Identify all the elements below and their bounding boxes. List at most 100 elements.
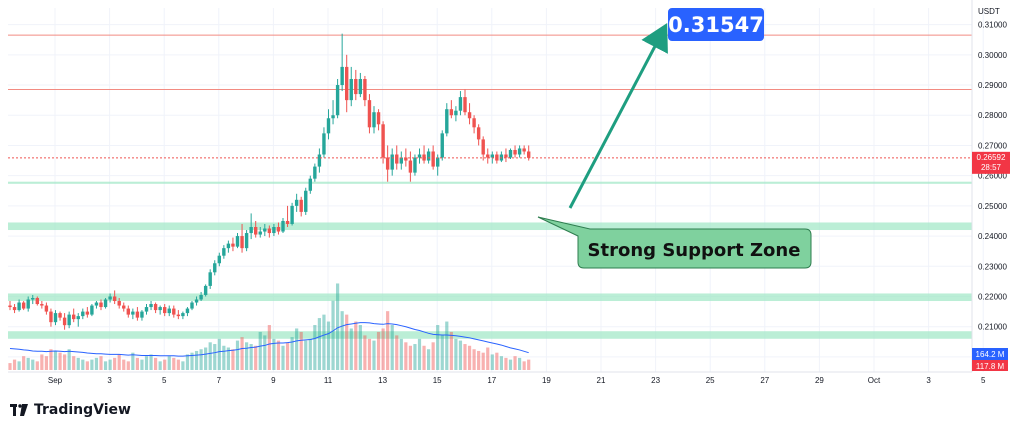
volume-bar bbox=[263, 335, 267, 370]
volume-bar bbox=[463, 344, 467, 370]
candle-body bbox=[72, 314, 76, 320]
candle-body bbox=[44, 305, 49, 312]
last-price-badge: 0.26592 28:57 bbox=[972, 151, 1010, 174]
volume-bar bbox=[72, 356, 76, 370]
volume-bar bbox=[258, 331, 262, 370]
volume-bar bbox=[117, 354, 121, 370]
volume-bar bbox=[436, 325, 440, 370]
candle-body bbox=[122, 305, 126, 309]
time-axis[interactable]: Sep 3 5 7 9 11 13 15 17 19 21 23 25 27 29 Oct 3 5 bbox=[48, 376, 986, 385]
candle-body bbox=[481, 139, 485, 155]
y-tick-label: 0.30000 bbox=[978, 51, 1007, 60]
volume-bar bbox=[340, 311, 344, 370]
candle bbox=[112, 290, 117, 305]
candle-body bbox=[35, 297, 39, 305]
candle-body bbox=[149, 304, 153, 308]
volume-bar bbox=[472, 349, 476, 370]
candle-body bbox=[254, 227, 258, 235]
candle-body bbox=[358, 78, 363, 95]
volume-bar bbox=[490, 354, 494, 370]
volume-bar bbox=[458, 340, 463, 370]
candle-body bbox=[508, 149, 513, 158]
volume-bar bbox=[322, 314, 326, 370]
candle-body bbox=[299, 199, 303, 212]
candle bbox=[67, 311, 71, 329]
volume-bar bbox=[172, 357, 176, 370]
candle bbox=[72, 308, 76, 323]
x-tick-label: 11 bbox=[324, 376, 333, 385]
candle bbox=[103, 297, 108, 309]
candle bbox=[281, 217, 285, 234]
candle-body bbox=[513, 149, 517, 155]
volume-bar bbox=[445, 321, 449, 370]
candle-body bbox=[331, 115, 335, 119]
candle-body bbox=[190, 302, 194, 309]
volume-bar bbox=[427, 349, 431, 370]
candle bbox=[285, 205, 290, 228]
candle-body bbox=[340, 66, 344, 86]
volume-bar bbox=[167, 356, 171, 370]
volume-bar bbox=[522, 361, 526, 370]
volume-bar bbox=[94, 357, 99, 370]
support-zone-band bbox=[8, 331, 972, 339]
candle-body bbox=[326, 118, 331, 134]
x-tick-label: 23 bbox=[651, 376, 660, 385]
candle-body bbox=[126, 308, 130, 315]
volume-bar bbox=[204, 347, 208, 370]
candle bbox=[467, 103, 472, 125]
volume-bar bbox=[440, 335, 444, 370]
candle bbox=[12, 304, 17, 314]
candle bbox=[26, 296, 30, 312]
candle bbox=[190, 301, 194, 311]
volume-bar bbox=[399, 338, 403, 370]
candle bbox=[358, 72, 363, 98]
y-tick-label: 0.21000 bbox=[978, 323, 1007, 332]
candle-body bbox=[263, 228, 267, 232]
volume-bar bbox=[35, 361, 39, 370]
volume-bar bbox=[299, 331, 303, 370]
candle bbox=[117, 297, 121, 309]
candle bbox=[167, 305, 171, 317]
support-zone-label: Strong Support Zone bbox=[588, 240, 801, 261]
volume-ma-value: 164.2 M bbox=[976, 350, 1005, 359]
candle bbox=[53, 310, 58, 326]
volume-bar bbox=[358, 325, 362, 370]
candle-body bbox=[176, 314, 181, 317]
candle-body bbox=[395, 154, 399, 164]
candle-body bbox=[472, 118, 476, 128]
candle bbox=[8, 301, 12, 311]
candle-body bbox=[417, 154, 422, 158]
candle bbox=[213, 260, 217, 276]
volume-bar bbox=[67, 349, 71, 370]
candle-body bbox=[26, 299, 30, 309]
volume-bar bbox=[513, 356, 517, 370]
candle bbox=[463, 89, 467, 116]
volume-bar bbox=[208, 342, 212, 370]
volume-bar bbox=[454, 338, 458, 370]
x-tick-label: Oct bbox=[868, 376, 881, 385]
grid-lines bbox=[8, 8, 984, 372]
candle-body bbox=[31, 297, 35, 300]
candle-body bbox=[76, 316, 80, 320]
candle bbox=[176, 310, 181, 320]
volume-bar bbox=[163, 359, 167, 370]
brand-footer[interactable]: TradingView bbox=[10, 402, 131, 418]
x-tick-label: 29 bbox=[815, 376, 824, 385]
volume-bar bbox=[144, 356, 149, 370]
candle-body bbox=[367, 100, 372, 128]
candle bbox=[372, 106, 376, 134]
candle-body bbox=[476, 127, 481, 140]
candle bbox=[194, 296, 199, 306]
candle bbox=[376, 109, 381, 131]
candle-body bbox=[304, 190, 308, 212]
candle-body bbox=[199, 294, 203, 300]
volume-bar bbox=[267, 325, 271, 370]
candle-body bbox=[376, 112, 381, 125]
volume-bar bbox=[149, 354, 153, 370]
candle-body bbox=[467, 112, 472, 119]
candle bbox=[317, 148, 322, 173]
volume-bar bbox=[8, 363, 12, 370]
candlesticks[interactable] bbox=[8, 33, 531, 330]
price-axis[interactable]: 0.200000.210000.220000.230000.240000.250… bbox=[978, 21, 1007, 362]
